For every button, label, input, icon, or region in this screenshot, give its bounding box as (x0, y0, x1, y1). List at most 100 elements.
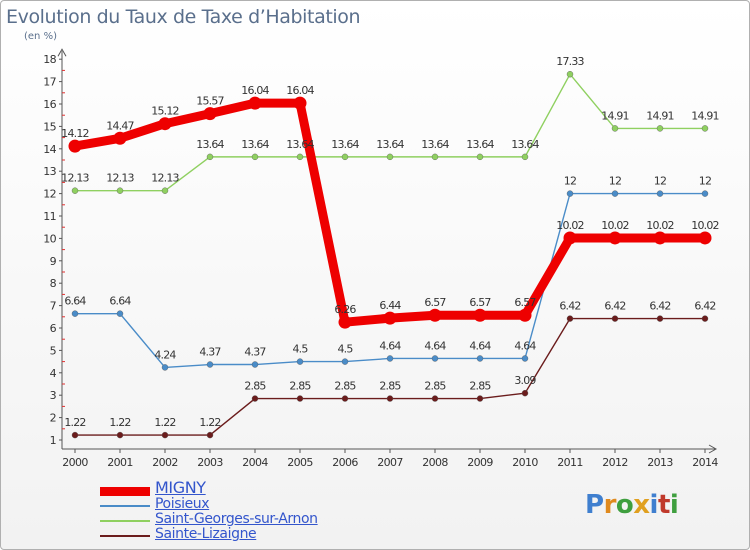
data-point (566, 71, 574, 78)
data-label: 12 (654, 175, 666, 188)
x-tick-label: 2001 (107, 456, 133, 469)
x-tick-label: 2002 (152, 456, 178, 469)
logo-letter: t (657, 490, 670, 520)
data-label: 12.13 (151, 172, 179, 185)
data-label: 13.64 (421, 138, 449, 151)
data-point (431, 355, 439, 362)
data-label: 14.91 (691, 109, 719, 122)
data-label: 13.64 (286, 138, 314, 151)
x-tick-label: 2010 (512, 456, 538, 469)
data-point (476, 355, 484, 362)
data-point (251, 395, 259, 402)
logo-letter: x (633, 490, 650, 520)
data-label: 4.37 (244, 346, 266, 359)
data-point (476, 395, 484, 402)
data-point (161, 431, 169, 439)
x-tick-label: 2009 (467, 456, 493, 469)
data-label: 16.04 (286, 84, 314, 97)
data-point (386, 355, 394, 362)
data-point (68, 139, 82, 153)
y-tick-label: 2 (50, 412, 56, 425)
data-point (428, 308, 442, 322)
legend-swatch (100, 520, 150, 522)
data-label: 6.57 (514, 296, 536, 309)
data-label: 4.64 (424, 339, 446, 352)
y-tick-label: 6 (50, 322, 57, 335)
data-point (296, 358, 304, 365)
data-label: 6.42 (559, 300, 580, 313)
y-tick-label: 3 (50, 389, 57, 402)
x-tick-label: 2004 (242, 456, 268, 469)
x-tick-label: 2011 (557, 456, 583, 469)
data-label: 6.64 (64, 295, 86, 308)
x-tick-label: 2008 (422, 456, 448, 469)
data-label: 4.64 (379, 339, 401, 352)
data-point (341, 358, 349, 365)
data-label: 1.22 (154, 416, 175, 429)
data-point (656, 190, 664, 197)
data-label: 15.57 (196, 95, 224, 108)
data-label: 1.22 (109, 416, 130, 429)
data-label: 13.64 (331, 138, 359, 151)
y-tick-label: 9 (50, 255, 57, 268)
data-point (116, 187, 124, 194)
data-label: 4.5 (337, 343, 353, 356)
data-label: 1.22 (64, 416, 85, 429)
legend-swatch (100, 535, 150, 537)
data-label: 13.64 (511, 138, 539, 151)
data-label: 16.04 (241, 84, 269, 97)
logo-letter: i (649, 490, 659, 520)
data-label: 14.91 (601, 109, 629, 122)
data-point (611, 125, 619, 132)
data-point (158, 117, 172, 131)
x-tick-label: 2013 (647, 456, 673, 469)
x-tick-label: 2003 (197, 456, 223, 469)
y-tick-label: 7 (50, 300, 57, 313)
data-label: 6.64 (109, 295, 131, 308)
data-point (701, 190, 709, 197)
x-tick-label: 2000 (62, 456, 88, 469)
data-label: 15.12 (151, 105, 179, 118)
x-axis-arrow (708, 444, 718, 454)
data-point (203, 107, 217, 121)
y-tick-label: 1 (50, 434, 56, 447)
logo-letter: o (615, 490, 634, 520)
series-line (74, 98, 705, 327)
y-tick-label: 8 (50, 277, 57, 290)
data-label: 12.13 (61, 172, 89, 185)
data-point (611, 190, 619, 197)
data-label: 10.02 (601, 219, 629, 232)
data-point (383, 311, 397, 325)
data-label: 12 (609, 175, 621, 188)
data-label: 4.64 (469, 339, 491, 352)
y-tick-label: 15 (43, 120, 56, 133)
data-label: 10.02 (691, 219, 719, 232)
data-point (161, 187, 169, 194)
data-point (206, 361, 214, 368)
data-label: 13.64 (376, 138, 404, 151)
y-tick-label: 13 (43, 165, 56, 178)
data-point (473, 308, 487, 322)
data-point (566, 190, 574, 197)
x-tick-label: 2006 (332, 456, 358, 469)
logo-letter: P (585, 490, 604, 520)
legend-label: Sainte-Lizaigne (155, 526, 257, 542)
data-point (71, 310, 79, 317)
data-label: 13.64 (241, 138, 269, 151)
data-point (248, 96, 262, 110)
data-point (71, 431, 79, 439)
data-point (71, 187, 79, 194)
data-point (563, 231, 577, 245)
data-point (521, 355, 529, 362)
data-point (653, 231, 667, 245)
y-tick-label: 4 (50, 367, 57, 380)
data-label: 12.13 (106, 172, 134, 185)
y-axis-arrow (57, 48, 67, 57)
data-label: 6.57 (424, 296, 446, 309)
y-tick-label: 12 (43, 188, 56, 201)
data-point (431, 153, 439, 161)
data-label: 14.91 (646, 109, 674, 122)
legend-swatch (100, 505, 150, 507)
